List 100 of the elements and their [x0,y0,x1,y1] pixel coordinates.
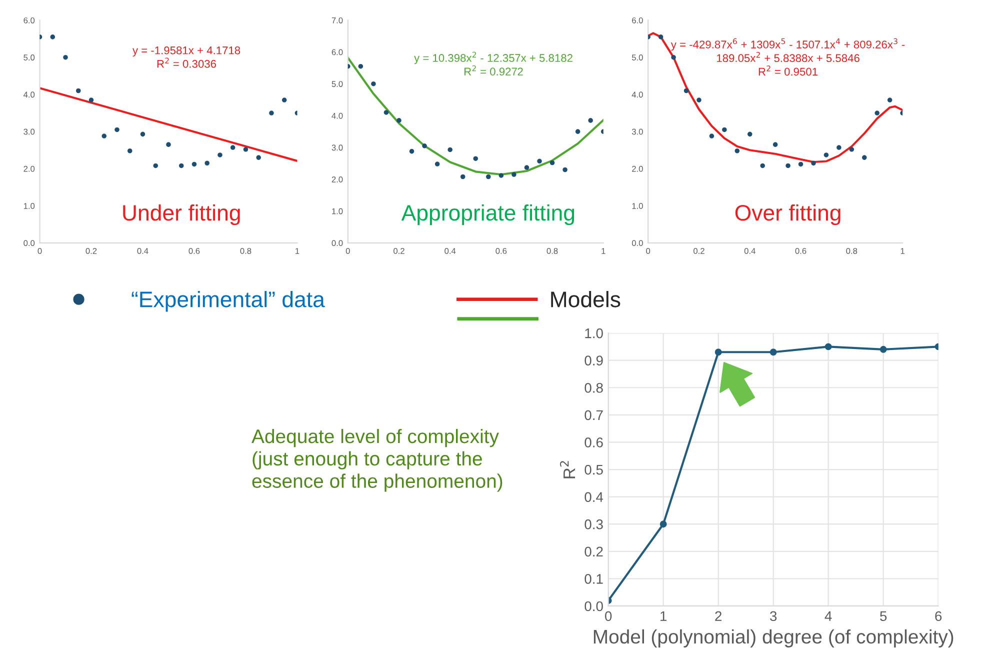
y-tick-label: 1.0 [332,208,343,214]
x-tick-label: 0.6 [795,248,806,254]
point [192,162,197,167]
x-tick-label: 1 [296,248,300,254]
annotation: Appropriate fitting [401,204,574,226]
point [709,134,714,138]
x-tick-label: 0 [605,611,612,622]
y-tick-label: 5.0 [332,81,343,87]
point [256,155,261,160]
point [153,163,158,168]
y-tick-label: 2.0 [632,166,643,172]
x-tick-label: 6 [935,611,942,622]
text: y = -429.87x$^{6}$ + 1309x$^{5}$ - 1507.1x$^{4}$ + 809.26x$^{3}$ - 189.05x$^{2}$ + 5.8388x + 5.5846 R$^{2}$ = 0.9501 [670,38,905,76]
annotation: y = 10.398x$^{2}$ - 12.357x + 5.8182 R$^{2}$ = 0.9272 [414,52,572,76]
annotation: Over fitting [735,204,840,226]
point [409,148,414,154]
point [696,98,702,102]
y-tick-label: 0.0 [24,240,35,246]
point [486,174,491,180]
x-tick-label: 0 [38,248,42,254]
point [460,174,466,180]
x-tick-label: 4 [824,611,832,621]
y-tick-label: 5.0 [632,54,643,60]
point [824,152,829,158]
point [218,152,222,158]
point [747,132,752,137]
point [448,147,452,152]
point [512,172,516,177]
point [550,160,555,166]
y-tick-label: 0.3 [584,519,603,530]
point [849,146,854,152]
y-axis-title: R$^{2}$ [560,461,576,478]
point [204,160,210,166]
y-tick-label: 1.0 [632,203,643,209]
y-tick-label: 2.0 [332,176,343,182]
point [114,127,120,132]
y-tick-label: 7.0 [332,17,343,24]
y-tick-label: 6.0 [24,17,35,24]
point [50,34,56,40]
point [658,34,664,40]
point [786,163,790,168]
point [396,118,402,123]
point [880,346,887,353]
point [772,142,778,147]
point [562,167,568,172]
point [282,98,287,102]
point [243,146,248,152]
x-tick-label: 1 [602,248,606,254]
x-tick-label: 3 [770,611,777,622]
y-tick-label: 2.0 [24,166,35,172]
point [760,163,765,168]
point [824,343,832,350]
annotation: Under fitting [123,204,240,226]
point [770,348,777,356]
y-tick-label: 0.2 [584,546,603,557]
point [588,118,593,123]
text: Adequate level of complexity (just enough to capture the essence of the phenomenon) [252,428,502,492]
y-tick-label: 0.0 [584,601,603,612]
point [498,173,504,178]
y-tick-label: 0.6 [584,438,603,448]
point [887,98,892,102]
point [140,132,146,137]
x-tick-label: 0.6 [188,248,200,254]
y-tick-label: 4.0 [632,92,643,98]
point [874,110,880,116]
y-tick-label: 0.9 [584,356,603,366]
point [358,64,364,69]
point [371,81,376,86]
y-tick-label: 0.0 [332,240,343,246]
y-tick-label: 3.0 [24,128,35,135]
x-tick-label: 1 [660,611,667,621]
point [422,144,427,148]
x-tick-label: 0.2 [86,248,97,254]
x-tick-label: 0 [646,248,650,254]
y-tick-label: 4.0 [332,112,343,119]
point [63,54,68,60]
point [537,158,542,164]
point [178,163,184,168]
x-tick-label: 1 [900,248,904,254]
point [722,127,727,132]
x-tick-label: 2 [715,611,722,621]
point [671,54,676,60]
point [798,162,804,167]
y-tick-label: 5.0 [24,54,35,60]
point [714,348,722,356]
x-tick-label: 0.4 [744,248,756,254]
point [862,155,867,160]
x-tick-label: 0.2 [394,248,404,254]
x-tick-label: 0.8 [846,248,858,254]
y-tick-label: 0.4 [584,492,604,502]
point [684,88,689,94]
x-tick-label: 0.8 [546,248,558,254]
annotation: y = -1.9581x + 4.1718 R$^{2}$ = 0.3036 [132,46,240,68]
point [76,88,81,94]
x-tick-label: 0 [346,248,350,254]
x-tick-label: 0.8 [240,248,252,254]
y-tick-label: 0.8 [584,382,603,393]
legend-label: Models [551,290,620,308]
y-tick-label: 6.0 [332,49,343,56]
y-tick-label: 1.0 [585,328,603,338]
